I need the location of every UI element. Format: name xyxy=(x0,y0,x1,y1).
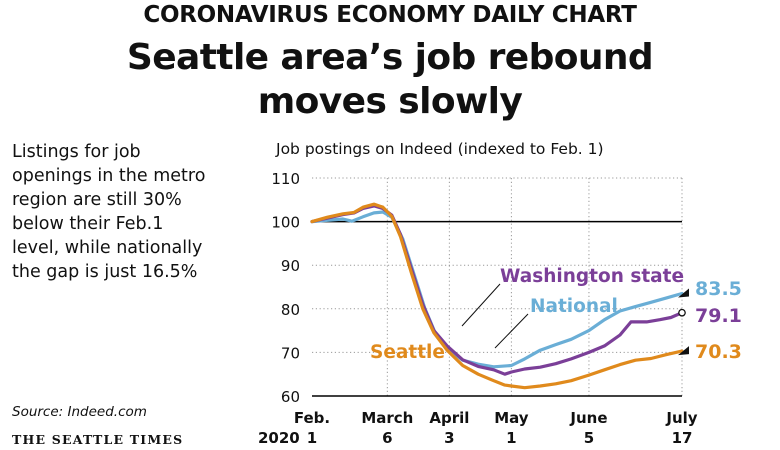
y-tick-label: 110 xyxy=(271,170,300,188)
leader-line-washington xyxy=(461,283,501,327)
summary-line: openings in the metro xyxy=(12,166,206,186)
x-tick-label: 6 xyxy=(382,429,392,447)
x-tick-label: 1 xyxy=(506,429,516,447)
end-value-label-seattle: 70.3 xyxy=(695,341,742,363)
y-tick-label: 90 xyxy=(281,257,300,275)
series-lines xyxy=(310,202,684,390)
series-label-seattle: Seattle xyxy=(370,342,445,363)
y-tick-label: 100 xyxy=(271,214,300,232)
series-line-seattle xyxy=(310,202,684,390)
y-tick-label: 80 xyxy=(281,301,300,319)
brand-logo: THE SEATTLE TIMES xyxy=(12,432,184,447)
y-tick-label: 70 xyxy=(281,344,300,362)
x-tick-label: June xyxy=(569,409,607,427)
y-tick-label: 60 xyxy=(281,388,300,406)
series-line-washington xyxy=(310,204,684,376)
chart-title: Job postings on Indeed (indexed to Feb. … xyxy=(276,140,604,158)
end-marker-seattle xyxy=(678,346,689,356)
headline: Seattle area’s job rebound moves slowly xyxy=(0,36,780,124)
end-marker-washington xyxy=(678,308,686,317)
end-value-label-national: 83.5 xyxy=(695,278,742,300)
summary-line: level, while nationally xyxy=(12,238,203,258)
x-tick-label: 3 xyxy=(444,429,454,447)
x-tick-label: 17 xyxy=(672,429,693,447)
end-marker-national xyxy=(678,288,689,298)
axes: 60 70 80 90 100 110 Feb. 1 March 6 April 3 May 1 June 5… xyxy=(258,170,698,447)
series-line-national xyxy=(310,210,684,369)
kicker: CORONAVIRUS ECONOMY DAILY CHART xyxy=(143,2,637,28)
x-tick-label: April xyxy=(429,409,469,427)
end-value-label-washington: 79.1 xyxy=(695,305,742,327)
x-tick-label: May xyxy=(494,409,529,427)
headline-line-1: Seattle area’s job rebound xyxy=(126,37,654,78)
summary-line: the gap is just 16.5% xyxy=(12,262,198,282)
x-tick-label: July xyxy=(665,409,697,427)
summary-line: region are still 30% xyxy=(12,190,182,210)
summary-line: below their Feb.1 xyxy=(12,214,164,234)
gridlines xyxy=(312,177,683,396)
leader-line-national xyxy=(494,313,529,349)
series-label-national: National xyxy=(530,296,618,317)
x-tick-label: Feb. xyxy=(294,409,330,427)
headline-line-2: moves slowly xyxy=(257,81,523,122)
series-label-washington: Washington state xyxy=(500,266,684,287)
summary-line: Listings for job xyxy=(12,142,141,162)
year-label: 2020 xyxy=(258,429,300,447)
x-tick-label: 5 xyxy=(584,429,594,447)
labels: 83.5 79.1 70.3 National Washington state Seat… xyxy=(370,266,742,363)
summary-text: Listings for job openings in the metro r… xyxy=(12,140,252,284)
x-tick-label: March xyxy=(361,409,413,427)
x-tick-label: 1 xyxy=(307,429,317,447)
source-note: Source: Indeed.com xyxy=(12,404,147,420)
